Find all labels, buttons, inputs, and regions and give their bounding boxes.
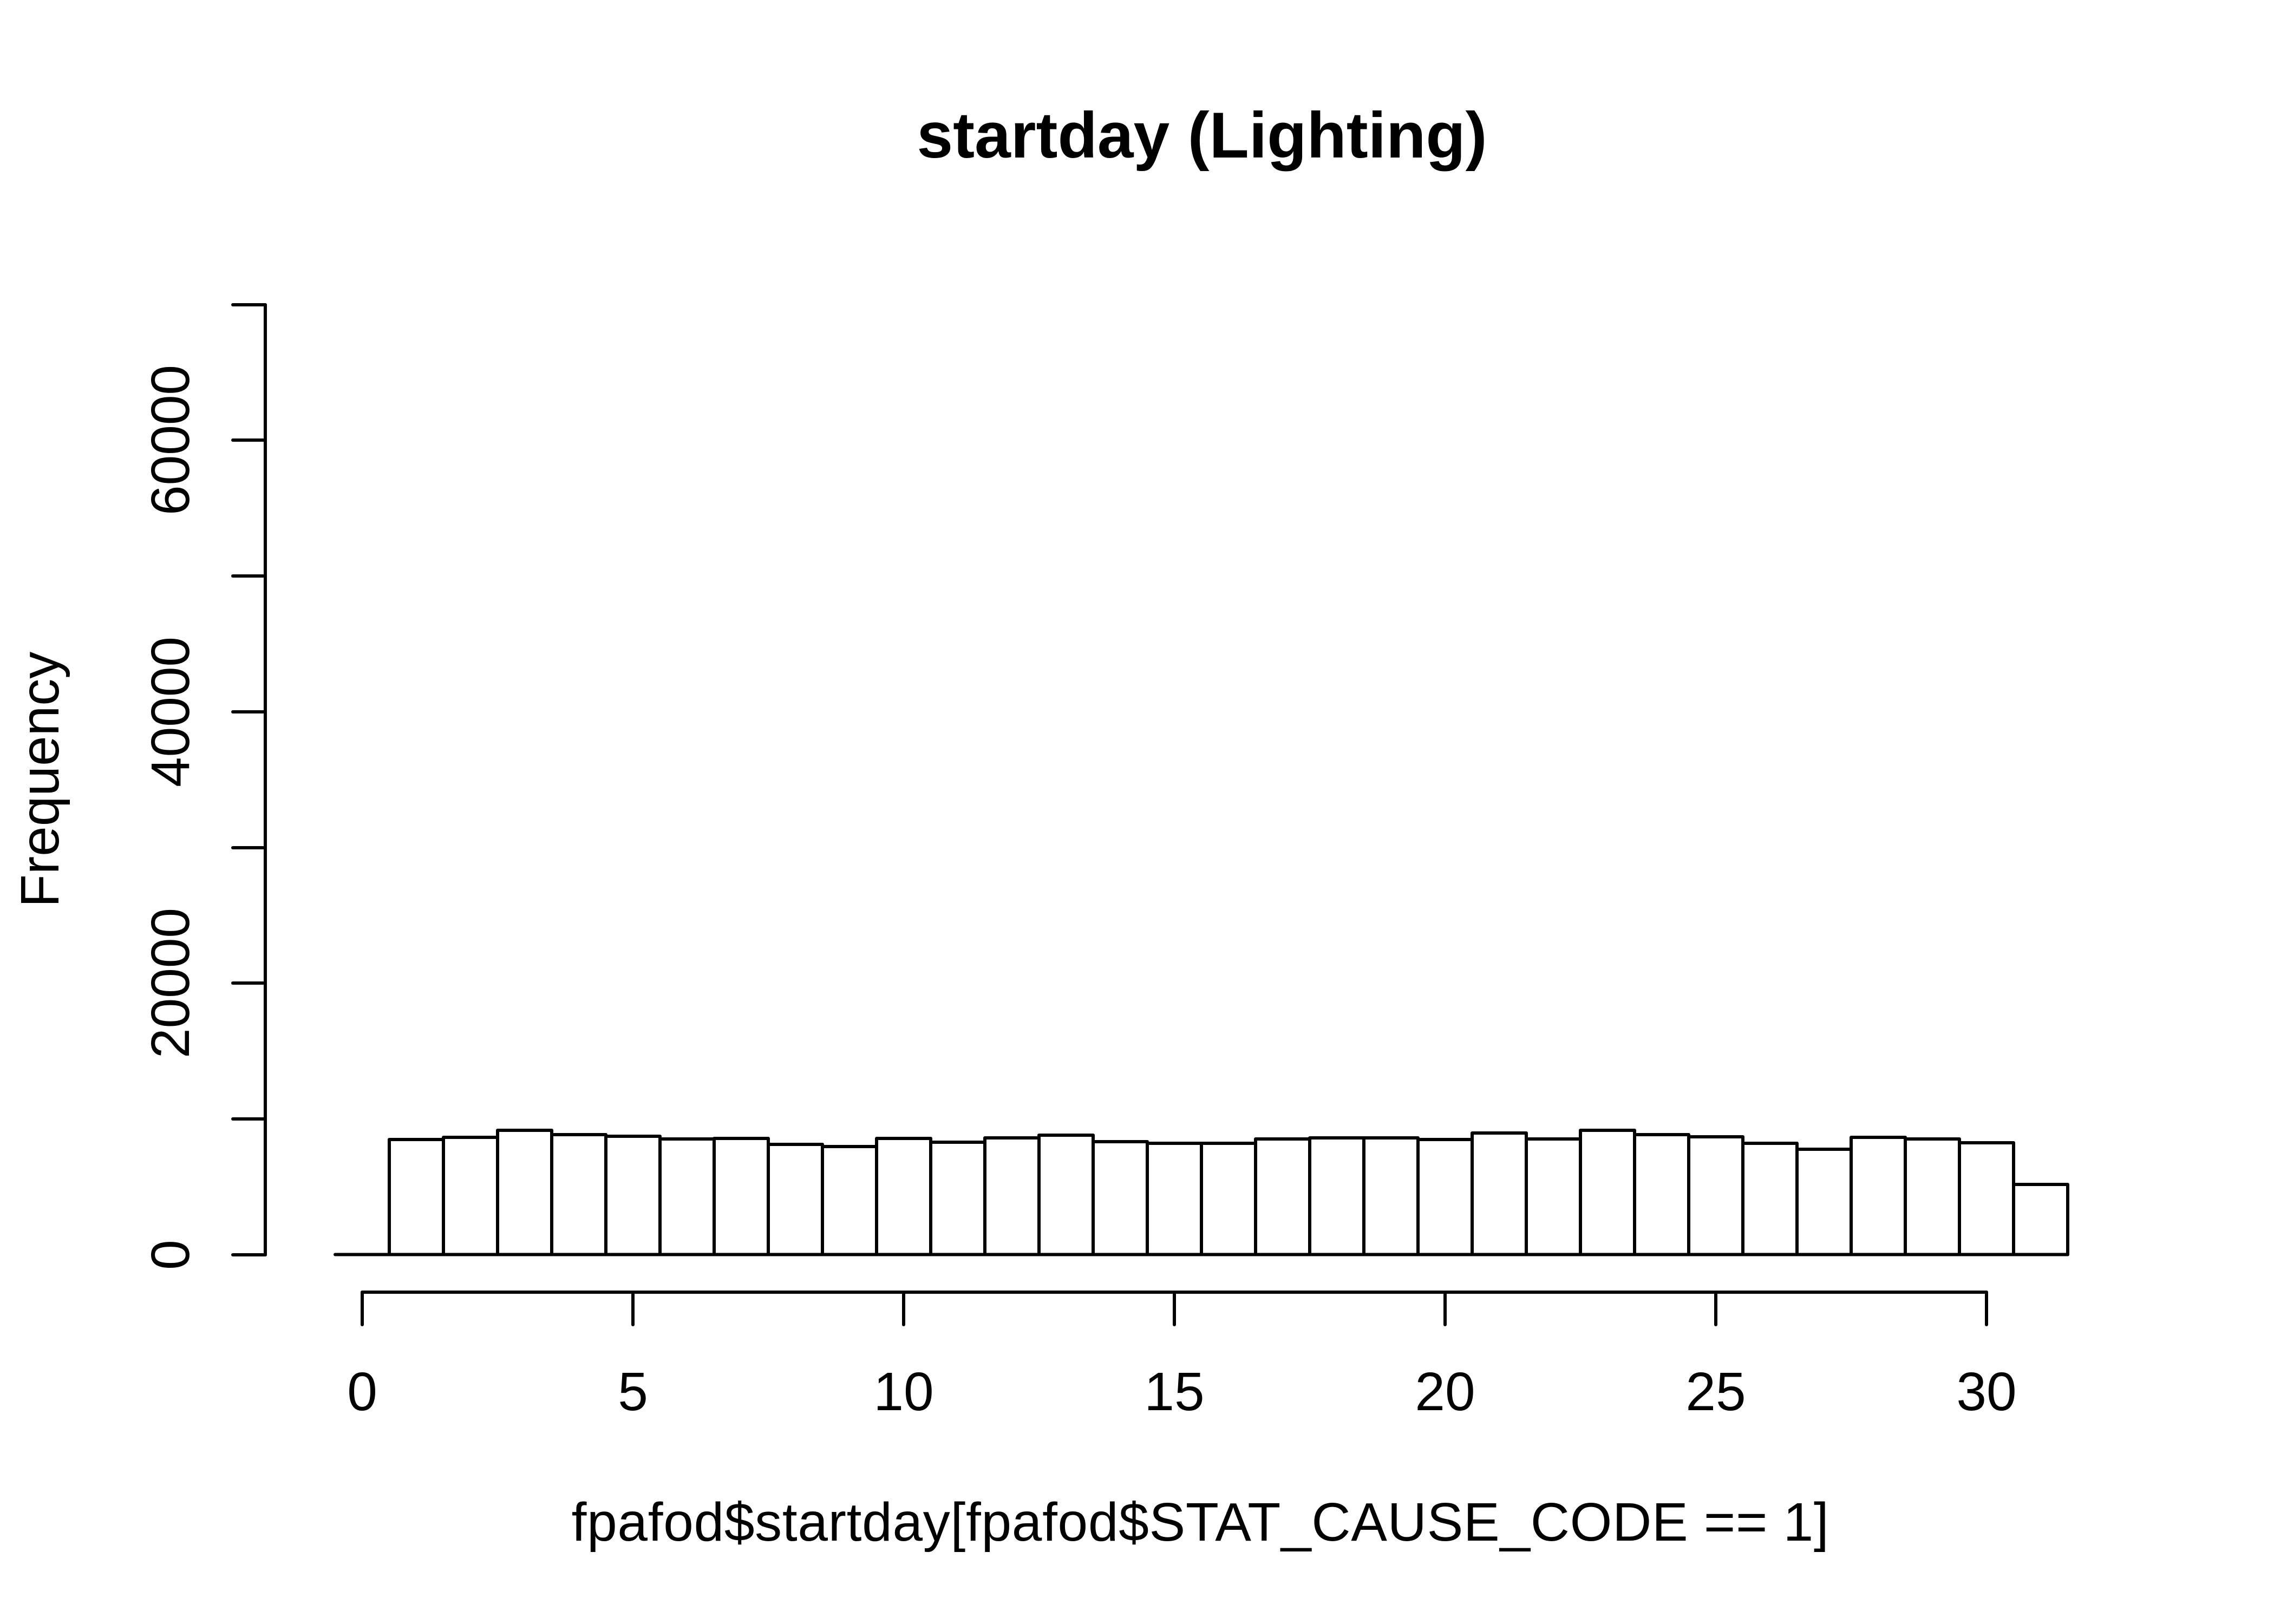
svg-text:40000: 40000 (140, 637, 201, 787)
svg-text:fpafod$startday[fpafod$STAT_CA: fpafod$startday[fpafod$STAT_CAUSE_CODE =… (572, 1492, 1829, 1553)
svg-text:20: 20 (1415, 1361, 1475, 1422)
svg-text:10: 10 (873, 1361, 933, 1422)
svg-text:25: 25 (1685, 1361, 1746, 1422)
svg-text:60000: 60000 (140, 365, 201, 515)
svg-text:Frequency: Frequency (10, 652, 70, 907)
svg-text:0: 0 (140, 1240, 201, 1270)
svg-text:5: 5 (618, 1361, 648, 1422)
svg-text:15: 15 (1144, 1361, 1204, 1422)
svg-text:0: 0 (347, 1361, 377, 1422)
svg-text:30: 30 (1956, 1361, 2016, 1422)
svg-text:20000: 20000 (140, 908, 201, 1058)
svg-text:startday (Lighting): startday (Lighting) (917, 99, 1487, 172)
